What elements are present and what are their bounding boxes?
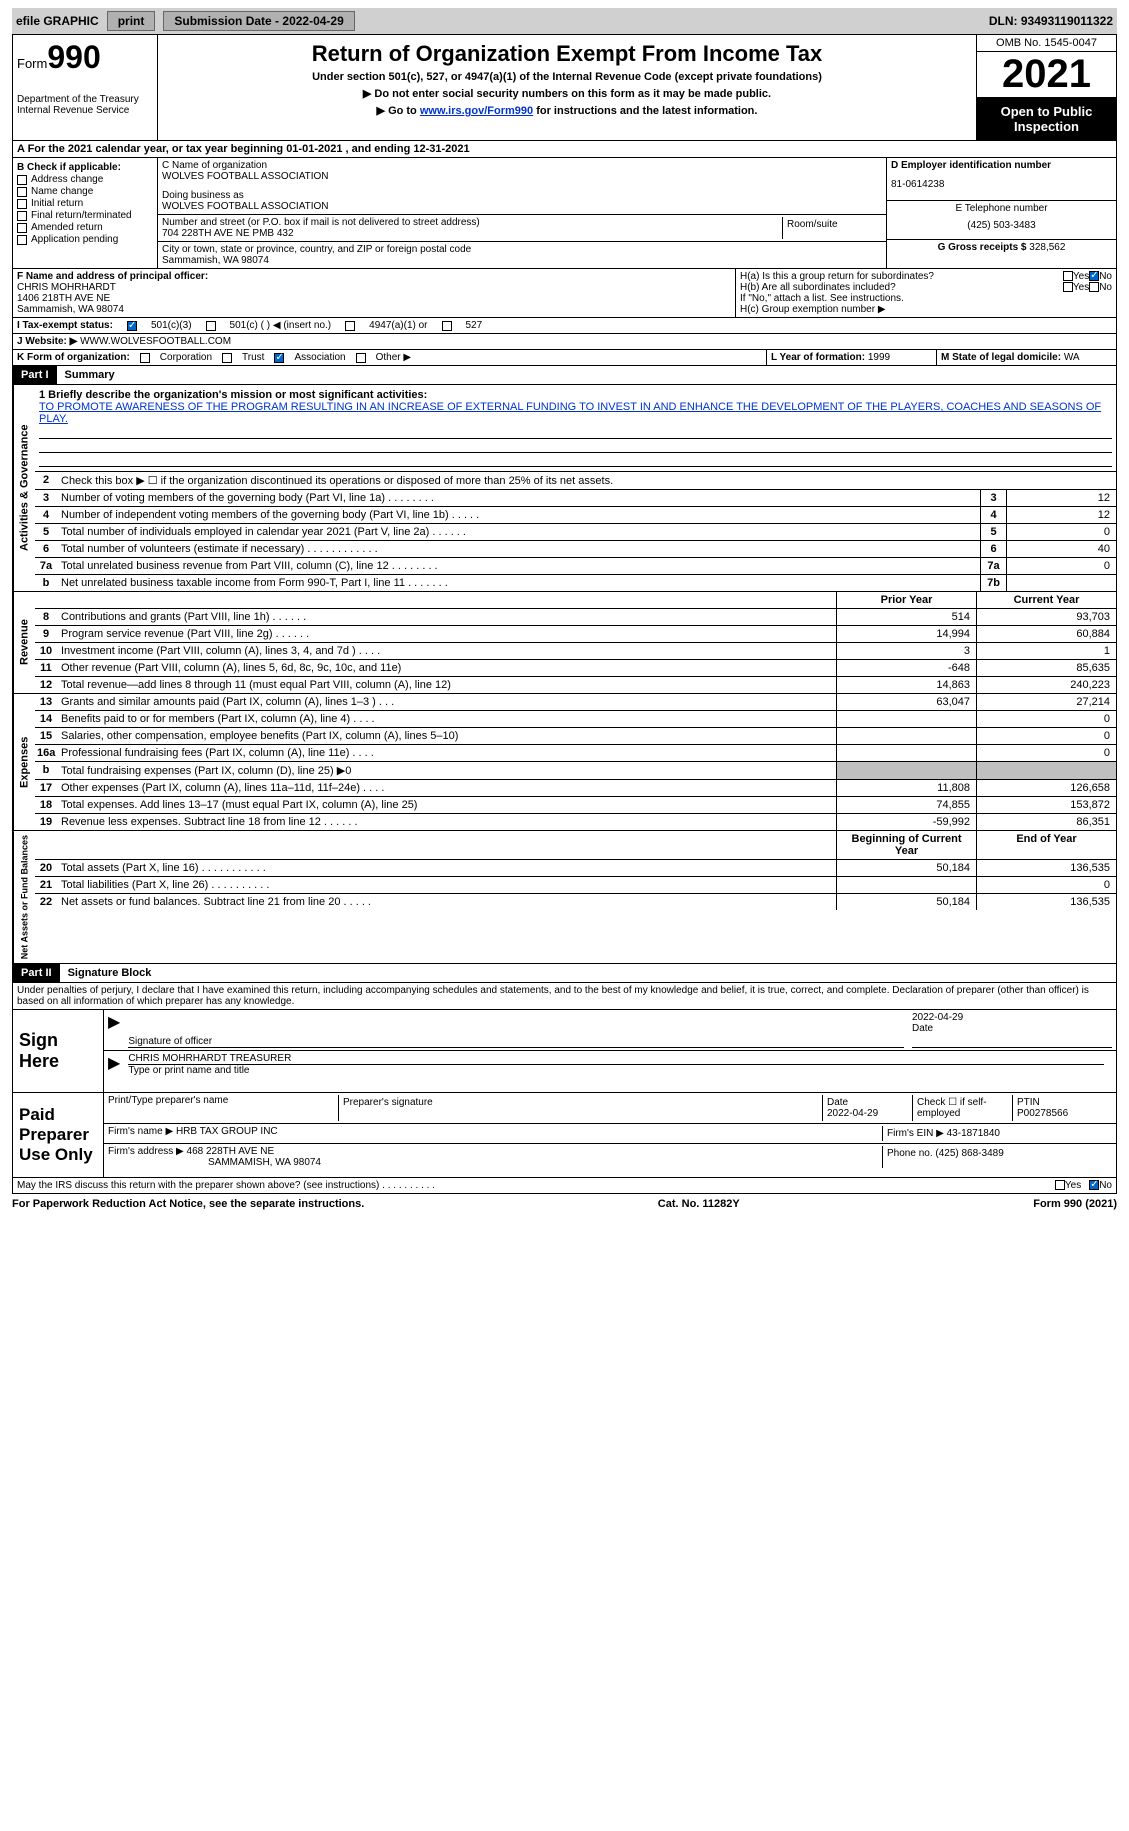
cb-hb-yes[interactable] [1063, 282, 1073, 292]
revenue-section: Revenue Prior YearCurrent Year 8Contribu… [12, 592, 1117, 694]
section-bcd: B Check if applicable: Address change Na… [12, 158, 1117, 269]
dba-name: WOLVES FOOTBALL ASSOCIATION [162, 201, 882, 212]
dept-label: Department of the Treasury Internal Reve… [17, 94, 153, 116]
line-item: 10Investment income (Part VIII, column (… [35, 643, 1116, 660]
line-item: 8Contributions and grants (Part VIII, li… [35, 609, 1116, 626]
line-item: 17Other expenses (Part IX, column (A), l… [35, 780, 1116, 797]
line-item: 9Program service revenue (Part VIII, lin… [35, 626, 1116, 643]
city-state-zip: Sammamish, WA 98074 [162, 255, 882, 266]
section-fh: F Name and address of principal officer:… [12, 269, 1117, 318]
penalties-text: Under penalties of perjury, I declare th… [12, 983, 1117, 1010]
cb-initial-return[interactable] [17, 199, 27, 209]
cb-527[interactable] [442, 321, 452, 331]
may-discuss-row: May the IRS discuss this return with the… [12, 1178, 1117, 1194]
part2-header: Part II Signature Block [12, 964, 1117, 983]
part1-header: Part I Summary [12, 366, 1117, 385]
cb-4947[interactable] [345, 321, 355, 331]
sign-here-section: Sign Here ▶ Signature of officer 2022-04… [12, 1010, 1117, 1093]
vlabel-na: Net Assets or Fund Balances [13, 831, 35, 963]
line-item: 22Net assets or fund balances. Subtract … [35, 894, 1116, 910]
cb-ha-no[interactable] [1089, 271, 1099, 281]
top-toolbar: efile GRAPHIC print Submission Date - 20… [12, 8, 1117, 34]
part1-body: Activities & Governance 1 Briefly descri… [12, 385, 1117, 592]
vlabel-rev: Revenue [13, 592, 35, 693]
arrow-icon: ▶ [108, 1053, 120, 1076]
ssn-warning: ▶ Do not enter social security numbers o… [164, 87, 970, 100]
row-j: J Website: ▶ WWW.WOLVESFOOTBALL.COM [12, 334, 1117, 350]
officer-signed-name: CHRIS MOHRHARDT TREASURER [128, 1053, 1104, 1065]
vlabel-exp: Expenses [13, 694, 35, 830]
line-item: 13Grants and similar amounts paid (Part … [35, 694, 1116, 711]
officer-name: CHRIS MOHRHARDT [17, 282, 731, 293]
cb-trust[interactable] [222, 353, 232, 363]
line-item: 11Other revenue (Part VIII, column (A), … [35, 660, 1116, 677]
cb-discuss-no[interactable] [1089, 1180, 1099, 1190]
cb-app-pending[interactable] [17, 235, 27, 245]
submission-date-button[interactable]: Submission Date - 2022-04-29 [163, 11, 354, 31]
line-item: 3Number of voting members of the governi… [35, 490, 1116, 507]
paid-preparer-section: Paid Preparer Use Only Print/Type prepar… [12, 1093, 1117, 1178]
arrow-icon: ▶ [108, 1012, 120, 1048]
line-item: 12Total revenue—add lines 8 through 11 (… [35, 677, 1116, 693]
phone: (425) 503-3483 [891, 214, 1112, 237]
line-item: 16aProfessional fundraising fees (Part I… [35, 745, 1116, 762]
vlabel-ag: Activities & Governance [13, 385, 35, 591]
line-item: 5Total number of individuals employed in… [35, 524, 1116, 541]
tax-year: 2021 [977, 52, 1116, 98]
line-item: bNet unrelated business taxable income f… [35, 575, 1116, 591]
cb-assoc[interactable] [274, 353, 284, 363]
line-item: 4Number of independent voting members of… [35, 507, 1116, 524]
line-item: 14Benefits paid to or for members (Part … [35, 711, 1116, 728]
cb-other[interactable] [356, 353, 366, 363]
row-a-calendar: A For the 2021 calendar year, or tax yea… [12, 141, 1117, 158]
line-item: 15Salaries, other compensation, employee… [35, 728, 1116, 745]
cb-hb-no[interactable] [1089, 282, 1099, 292]
row-k: K Form of organization: Corporation Trus… [12, 350, 1117, 366]
cb-final-return[interactable] [17, 211, 27, 221]
line-item: 21Total liabilities (Part X, line 26) . … [35, 877, 1116, 894]
form-header: Form990 Department of the Treasury Inter… [12, 34, 1117, 141]
efile-label: efile GRAPHIC [16, 14, 99, 28]
website: WWW.WOLVESFOOTBALL.COM [77, 336, 231, 347]
line-item: 18Total expenses. Add lines 13–17 (must … [35, 797, 1116, 814]
mission-text: TO PROMOTE AWARENESS OF THE PROGRAM RESU… [39, 401, 1112, 425]
row-i: I Tax-exempt status: 501(c)(3) 501(c) ( … [12, 318, 1117, 334]
dln-label: DLN: 93493119011322 [989, 14, 1113, 28]
ein: 81-0614238 [891, 171, 1112, 198]
firm-name: HRB TAX GROUP INC [176, 1126, 278, 1137]
cb-amended[interactable] [17, 223, 27, 233]
cb-address-change[interactable] [17, 175, 27, 185]
line-item: 7aTotal unrelated business revenue from … [35, 558, 1116, 575]
page-footer: For Paperwork Reduction Act Notice, see … [12, 1194, 1117, 1214]
form-title: Return of Organization Exempt From Incom… [164, 41, 970, 67]
cb-501c[interactable] [206, 321, 216, 331]
cb-discuss-yes[interactable] [1055, 1180, 1065, 1190]
expense-section: Expenses 13Grants and similar amounts pa… [12, 694, 1117, 831]
form-subtitle: Under section 501(c), 527, or 4947(a)(1)… [164, 71, 970, 83]
goto-line: ▶ Go to www.irs.gov/Form990 for instruct… [164, 104, 970, 117]
print-button[interactable]: print [107, 11, 156, 31]
line-item: 20Total assets (Part X, line 16) . . . .… [35, 860, 1116, 877]
cb-ha-yes[interactable] [1063, 271, 1073, 281]
cb-501c3[interactable] [127, 321, 137, 331]
open-inspection: Open to Public Inspection [977, 98, 1116, 140]
gross-receipts: 328,562 [1029, 242, 1065, 253]
netassets-section: Net Assets or Fund Balances Beginning of… [12, 831, 1117, 964]
line-item: 19Revenue less expenses. Subtract line 1… [35, 814, 1116, 830]
cb-corp[interactable] [140, 353, 150, 363]
irs-link[interactable]: www.irs.gov/Form990 [420, 105, 533, 117]
cb-name-change[interactable] [17, 187, 27, 197]
line-item: 6Total number of volunteers (estimate if… [35, 541, 1116, 558]
street-address: 704 228TH AVE NE PMB 432 [162, 228, 782, 239]
org-name: WOLVES FOOTBALL ASSOCIATION [162, 171, 882, 182]
line-item: bTotal fundraising expenses (Part IX, co… [35, 762, 1116, 780]
omb-number: OMB No. 1545-0047 [977, 35, 1116, 52]
